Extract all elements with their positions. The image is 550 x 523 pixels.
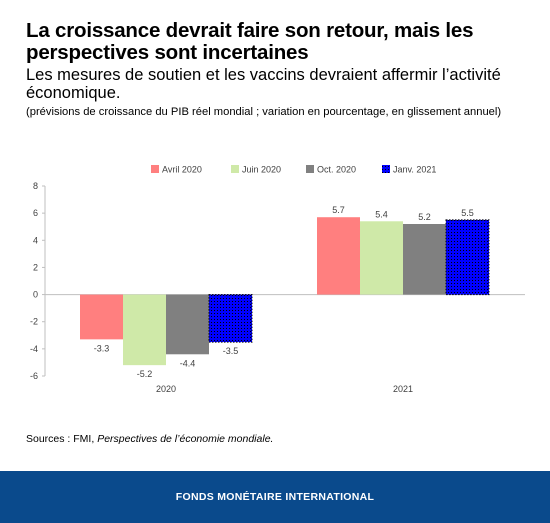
data-label: -3.5 [223, 346, 239, 356]
y-tick-label: -6 [30, 371, 38, 381]
chart-title: La croissance devrait faire son retour, … [26, 19, 474, 64]
y-tick-label: 8 [33, 181, 38, 191]
data-label: 5.2 [418, 212, 431, 222]
data-label: -3.3 [94, 343, 110, 353]
y-tick-label: 0 [33, 290, 38, 300]
data-label: -5.2 [137, 369, 153, 379]
source-prefix: Sources : FMI, [26, 433, 98, 445]
bar-2021-0 [317, 217, 360, 295]
chart-legend: Avril 2020 Juin 2020 Oct. 2020 Janv. 2021 [151, 165, 436, 175]
data-label: -4.4 [180, 358, 196, 368]
y-tick-label: 6 [33, 208, 38, 218]
legend-label: Avril 2020 [162, 165, 202, 175]
bar-2021-1 [360, 221, 403, 295]
y-tick-label: 2 [33, 262, 38, 272]
chart-data-labels: -3.3 -5.2 -4.4 -3.5 5.7 5.4 5.2 5.5 [94, 205, 474, 379]
chart-subtitle: Les mesures de soutien et les vaccins de… [26, 66, 501, 102]
legend-label: Oct. 2020 [317, 165, 356, 175]
legend-label: Juin 2020 [242, 165, 281, 175]
source-publication: Perspectives de l’économie mondiale. [97, 433, 274, 445]
chart-bars [80, 217, 490, 366]
y-tick-label: -2 [30, 317, 38, 327]
x-category-label: 2021 [393, 384, 413, 394]
bar-chart: Avril 2020 Juin 2020 Oct. 2020 Janv. 2021 8… [30, 165, 525, 394]
legend-label: Janv. 2021 [393, 165, 436, 175]
legend-swatch [231, 165, 239, 173]
x-category-label: 2020 [156, 384, 176, 394]
y-tick-label: -4 [30, 344, 38, 354]
footer-org-name: FONDS MONÉTAIRE INTERNATIONAL [175, 491, 375, 503]
bar-2020-2 [166, 294, 209, 355]
bar-2020-1 [123, 294, 166, 366]
legend-swatch [306, 165, 314, 173]
bar-2021-3 [445, 219, 490, 296]
bar-2021-2 [403, 224, 446, 295]
legend-swatch [151, 165, 159, 173]
y-tick-label: 4 [33, 235, 38, 245]
chart-note: (prévisions de croissance du PIB réel mo… [26, 106, 502, 118]
bar-2020-0 [80, 294, 123, 340]
data-label: 5.4 [375, 209, 388, 219]
data-label: 5.7 [332, 205, 345, 215]
footer-banner: FONDS MONÉTAIRE INTERNATIONAL [0, 471, 550, 523]
legend-swatch [382, 165, 390, 173]
source-note: Sources : FMI, Perspectives de l’économi… [26, 433, 273, 446]
data-label: 5.5 [461, 208, 474, 218]
bar-2020-3 [208, 294, 253, 343]
